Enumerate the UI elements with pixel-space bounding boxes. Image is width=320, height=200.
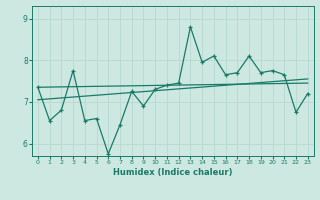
- X-axis label: Humidex (Indice chaleur): Humidex (Indice chaleur): [113, 168, 233, 177]
